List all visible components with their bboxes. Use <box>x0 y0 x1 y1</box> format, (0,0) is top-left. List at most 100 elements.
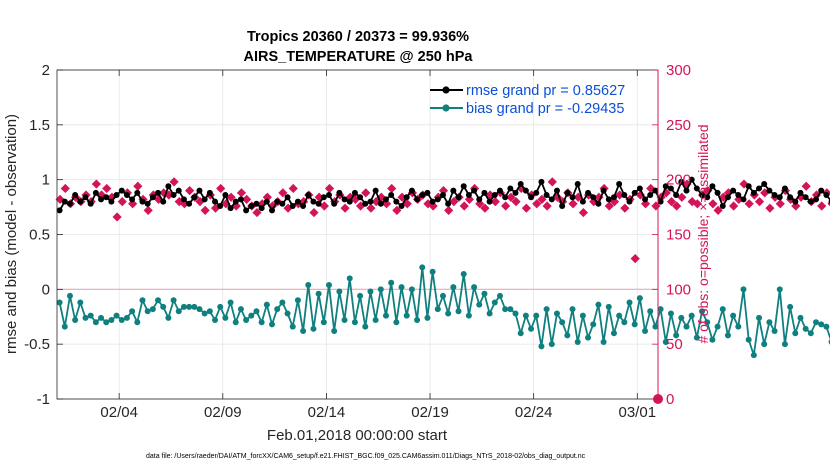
rmse-point <box>160 198 167 205</box>
bias-point <box>113 312 120 319</box>
bias-point <box>300 328 307 335</box>
rmse-point <box>724 194 731 201</box>
legend-rmse-marker <box>442 86 450 94</box>
rmse-point <box>616 181 623 188</box>
rmse-point <box>699 192 706 199</box>
y-tick-label-6: -1 <box>37 391 50 408</box>
rmse-point <box>673 192 680 199</box>
bias-point <box>165 314 172 321</box>
bias-point <box>543 306 550 313</box>
bias-point <box>730 312 737 319</box>
bias-point <box>807 330 814 337</box>
rmse-point <box>398 202 405 209</box>
bias-point <box>683 323 690 330</box>
rmse-point <box>424 189 431 196</box>
rmse-point <box>642 196 649 203</box>
rmse-point <box>481 189 488 196</box>
bias-point <box>388 279 395 286</box>
bias-point <box>56 299 63 306</box>
obs-assimilated-point <box>340 203 350 213</box>
bias-point <box>144 308 151 315</box>
bias-point <box>761 341 768 348</box>
obs-assimilated-point <box>708 199 718 209</box>
bias-point <box>522 312 529 319</box>
rmse-point <box>750 189 757 196</box>
rmse-point <box>439 192 446 199</box>
bias-point <box>616 312 623 319</box>
obs-assimilated-point <box>324 183 335 194</box>
rmse-point <box>196 187 203 194</box>
bias-point <box>600 338 607 345</box>
rmse-point <box>455 194 462 201</box>
y-tick-label-2: 1 <box>42 172 50 189</box>
rmse-point <box>823 192 830 199</box>
rmse-point <box>170 192 177 199</box>
bias-point <box>517 330 524 337</box>
obs-assimilated-point <box>537 194 547 205</box>
rmse-point <box>548 196 555 203</box>
rmse-point <box>367 198 374 205</box>
rmse-point <box>243 207 250 214</box>
obs-assimilated-point <box>60 183 70 194</box>
rmse-point <box>144 200 151 207</box>
y-right-tick-label-5: 50 <box>666 336 683 353</box>
bias-point <box>642 328 649 335</box>
rmse-point <box>294 198 301 205</box>
bias-point <box>279 299 286 306</box>
bias-point <box>217 303 224 310</box>
obs-assimilated-point <box>402 199 412 209</box>
obs-assimilated-point <box>615 190 625 200</box>
bias-point <box>398 284 405 291</box>
rmse-point <box>719 202 726 209</box>
rmse-point <box>331 200 338 207</box>
bias-point <box>134 319 141 326</box>
bias-point <box>512 310 519 317</box>
rmse-point <box>408 187 415 194</box>
obs-assimilated-point <box>356 201 366 211</box>
obs-assimilated-point <box>480 203 490 213</box>
bias-point <box>735 323 742 330</box>
bias-point <box>631 321 638 328</box>
y-right-tick-label-3: 150 <box>666 227 691 244</box>
obs-assimilated-point <box>568 199 578 209</box>
obs-assimilated-point <box>423 199 433 209</box>
bias-point <box>476 301 483 308</box>
bias-point <box>471 284 478 291</box>
bias-point <box>621 319 628 326</box>
bias-point <box>87 312 94 319</box>
legend: rmse grand pr = 0.85627 bias grand pr = … <box>430 83 625 117</box>
rmse-point <box>610 194 617 201</box>
y-right-tick-label-2: 200 <box>666 172 691 189</box>
bias-point <box>372 317 379 324</box>
rmse-point <box>802 194 809 201</box>
obs-assimilated-point <box>387 183 397 194</box>
bias-point <box>652 323 659 330</box>
bias-point <box>129 308 136 315</box>
rmse-point <box>336 189 343 196</box>
rmse-point <box>574 181 581 188</box>
rmse-point <box>300 202 307 209</box>
bias-point <box>688 312 695 319</box>
legend-bias-marker <box>442 104 450 112</box>
rmse-point <box>626 198 633 205</box>
rmse-point <box>315 200 322 207</box>
bias-point <box>605 303 612 310</box>
rmse-point <box>507 185 514 192</box>
bias-point <box>569 306 576 313</box>
rmse-point <box>92 189 99 196</box>
obs-assimilated-point <box>397 192 407 202</box>
legend-rmse-label: rmse grand pr = 0.85627 <box>466 83 625 99</box>
obs-assimilated-point <box>542 201 552 211</box>
rmse-point <box>201 196 208 203</box>
rmse-point <box>471 187 478 194</box>
rmse-point <box>326 192 333 199</box>
bias-point <box>367 288 374 295</box>
obs-assimilated-point <box>226 192 236 202</box>
bias-point <box>263 301 270 308</box>
rmse-point <box>279 200 286 207</box>
obs-assimilated-point <box>703 186 713 196</box>
obs-assimilated-point <box>283 203 293 213</box>
rmse-point <box>776 194 783 201</box>
rmse-series <box>56 176 830 214</box>
